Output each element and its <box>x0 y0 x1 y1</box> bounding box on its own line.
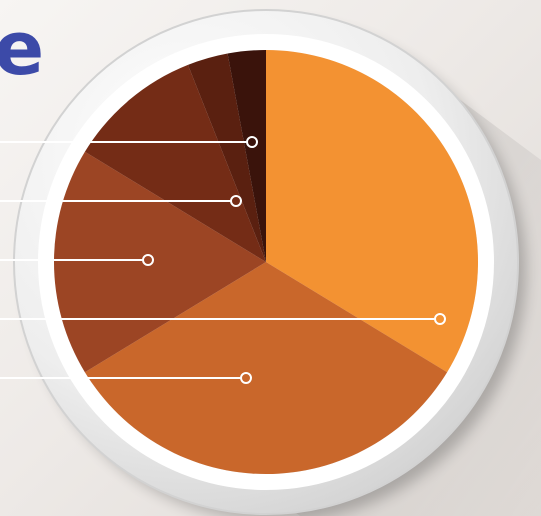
callout-1 <box>0 136 258 148</box>
callout-marker <box>240 372 252 384</box>
callout-2 <box>0 195 242 207</box>
bezel-inner-highlight <box>38 34 494 490</box>
title-fragment: e <box>0 6 44 92</box>
bezel-rim <box>13 9 519 515</box>
pie-slice-4 <box>84 64 266 262</box>
callout-lines <box>0 136 446 384</box>
callout-4 <box>0 313 446 325</box>
callout-3 <box>0 254 154 266</box>
pie-slice-5 <box>187 53 266 263</box>
pie-slice-2 <box>84 262 448 475</box>
callout-marker <box>434 313 446 325</box>
callout-marker <box>230 195 242 207</box>
callout-marker <box>142 254 154 266</box>
pie-slices <box>53 50 479 475</box>
pie-slice-3 <box>53 151 267 373</box>
pie-slice-1 <box>266 50 479 373</box>
pie-slice-6 <box>227 50 266 262</box>
callout-marker <box>246 136 258 148</box>
callout-5 <box>0 372 252 384</box>
